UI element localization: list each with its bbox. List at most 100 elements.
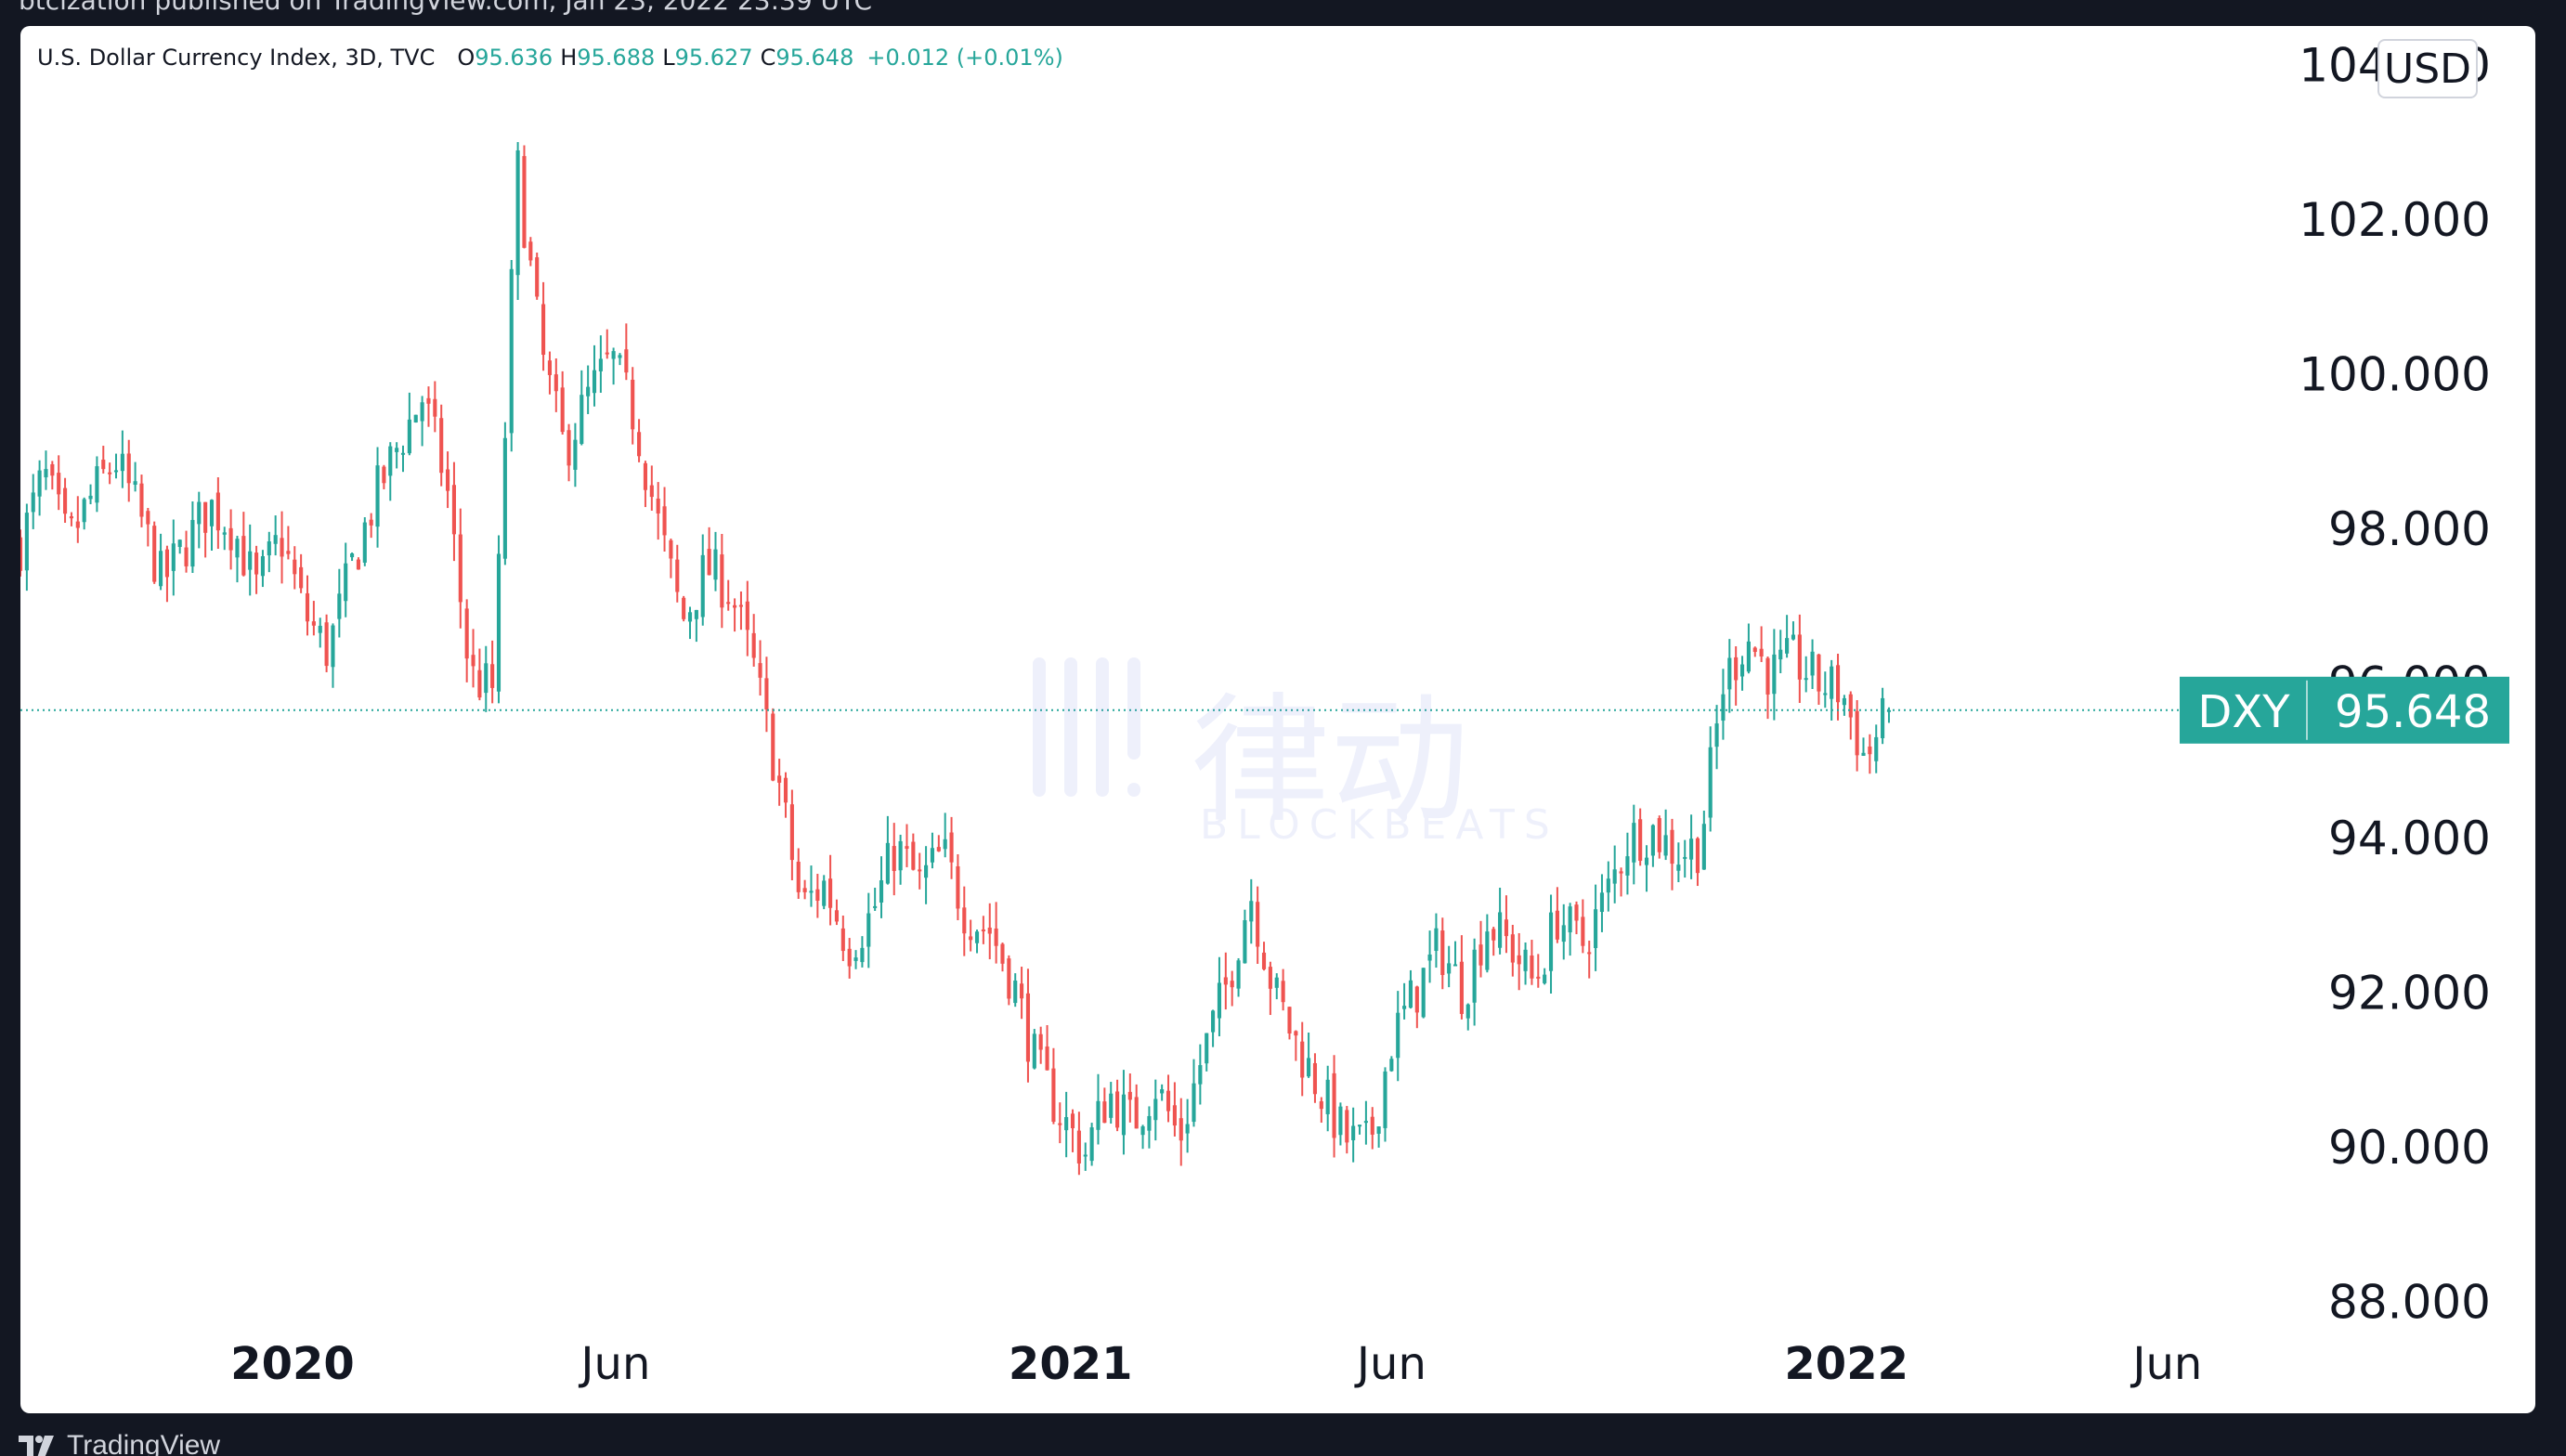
candle-body [1797,634,1802,680]
candle-body [1205,1033,1209,1064]
candle-body [1307,1058,1311,1077]
candle-body [1363,1121,1368,1124]
candle-body [1351,1125,1356,1140]
candle-body [254,552,259,575]
legend-change: +0.012 (+0.01%) [866,45,1063,71]
candle-body [1025,993,1031,1062]
chart-canvas[interactable]: 88.00090.00092.00094.00096.00098.000100.… [20,26,2535,1413]
candle-body [943,838,947,850]
x-tick-label: 2021 [1009,1338,1133,1390]
candle-body [171,543,176,571]
candle-body [592,370,597,394]
candle-body [1708,747,1713,818]
candle-body [669,540,673,559]
candle-body [1714,723,1719,748]
candle-body [426,397,431,404]
candle-body [656,498,660,514]
candle-body [1447,963,1452,974]
candle-body [75,521,80,528]
candle-body [1823,693,1828,696]
candle-body [974,931,980,943]
currency-button[interactable]: USD [2377,39,2478,98]
candle-body [248,551,253,570]
candle-body [260,556,265,577]
candle-body [745,601,749,630]
candle-body [758,663,762,678]
candle-body [413,414,418,422]
candle-body [1223,977,1228,985]
candle-body [1881,697,1885,739]
candle-body [1835,665,1841,703]
candle-body [50,463,55,476]
candle-body [433,398,437,417]
legend-open-label: O [457,45,475,71]
candle-body [502,437,507,559]
candle-body [126,453,131,484]
legend-high-label: H [560,45,578,71]
candle-body [834,910,840,922]
candle-body [458,534,462,603]
candle-body [828,878,833,908]
candle-body [318,625,322,633]
candle-body [490,664,495,688]
chart-panel[interactable]: 88.00090.00092.00094.00096.00098.000100.… [20,26,2535,1413]
footer: TradingView [0,1413,2566,1456]
candle-body [1338,1106,1343,1136]
candle-body [1256,902,1260,947]
candle-body [471,655,475,667]
candle-body [1274,977,1279,988]
x-tick-label: Jun [1354,1338,1426,1390]
candle-body [356,559,360,570]
candle-body [796,862,801,892]
candle-body [1785,638,1790,654]
candle-body [751,632,756,658]
candle-body [1472,949,1477,1003]
candle-body [1427,954,1432,961]
candle-body [682,597,686,619]
candle-body [1300,1041,1305,1078]
candle-body [95,466,99,503]
candle-body [720,554,724,608]
candle-body [1530,956,1534,979]
candle-body [1548,912,1554,971]
candle-body [1810,651,1815,676]
candle-body [1791,634,1796,640]
y-tick-label: 88.000 [2328,1275,2491,1329]
candle-body [687,612,693,622]
candle-body [113,470,119,473]
candle-body [1874,736,1879,761]
candle-body [707,549,711,576]
candle-body [547,360,553,375]
candle-body [1058,1123,1062,1125]
x-tick-label: Jun [578,1338,650,1390]
candle-body [1287,1007,1292,1034]
y-tick-label: 90.000 [2328,1121,2491,1175]
candle-body [860,947,865,963]
candle-body [1134,1097,1139,1129]
candle-body [1230,981,1234,988]
candle-body [1543,974,1547,983]
candle-body [1517,955,1521,965]
candle-body [1147,1115,1152,1131]
candle-body [88,495,93,500]
candle-body [1632,823,1636,863]
candle-body [1045,1046,1049,1071]
candle-body [120,453,124,472]
candle-body [241,536,246,576]
candle-body [618,355,622,358]
candle-body [1000,943,1005,964]
candle-body [439,418,444,474]
candle-body [400,452,406,455]
candle-body [484,663,488,694]
candle-body [1414,986,1419,1013]
candle-body [1504,919,1509,937]
candle-body [1281,981,1285,1003]
candle-body [31,492,35,513]
candle-body [885,842,890,884]
candle-body [981,929,985,931]
candle-body [1606,878,1610,893]
candle-body [866,913,871,947]
candle-body [235,539,240,558]
candle-body [580,395,584,444]
candle-body [152,526,157,582]
